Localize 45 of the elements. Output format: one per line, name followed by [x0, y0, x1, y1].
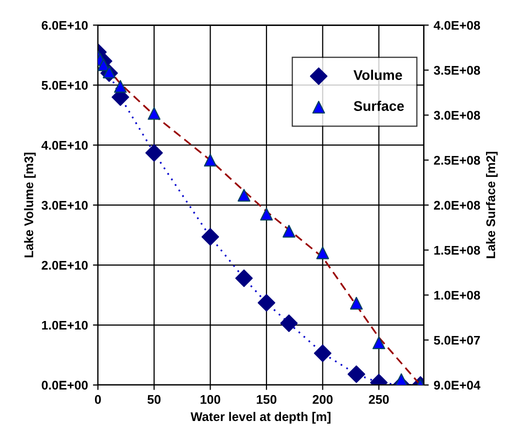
y-tick-label: 4.0E+10	[41, 140, 88, 150]
point	[204, 154, 217, 167]
x-tick-label: 150	[256, 395, 276, 404]
y2-tick-label: 1.0E+08	[434, 290, 480, 300]
y-axis-title: Lake Volume [m3]	[24, 152, 36, 258]
point	[394, 373, 408, 385]
point	[282, 224, 296, 238]
y-tick-label: 5.0E+10	[42, 80, 88, 90]
point	[316, 246, 330, 260]
point	[280, 314, 298, 332]
point	[350, 296, 363, 310]
y2-tick-label: 5.0E+07	[434, 336, 480, 345]
point	[314, 344, 332, 362]
y2-tick-label: 9.0E+04	[434, 380, 480, 390]
point	[348, 365, 366, 383]
y-tick-label: 6.0E+10	[42, 20, 88, 30]
x-axis-title: Water level at depth [m]	[190, 412, 330, 424]
y-tick-label: 3.0E+10	[42, 200, 88, 210]
y2-tick-label: 4.0E+08	[434, 20, 480, 30]
x-tick-label: 200	[312, 395, 333, 404]
point	[114, 80, 127, 93]
y-tick-label: 0.0E+00	[42, 380, 88, 390]
y2-tick-label: 2.0E+08	[434, 200, 480, 210]
point	[235, 269, 253, 288]
point	[202, 228, 220, 246]
x-tick-label: 0	[94, 395, 101, 404]
y2-tick-label: 3.0E+08	[434, 110, 480, 120]
x-tick-label: 100	[200, 395, 220, 404]
y2-tick-label: 3.5E+08	[434, 66, 480, 75]
x-tick-label: 250	[368, 395, 389, 404]
y2-axis-title: Lake Surface [m2]	[486, 152, 498, 258]
point	[98, 58, 110, 72]
point	[145, 144, 163, 162]
legend-label: Volume	[354, 70, 402, 80]
x-tick-label: 50	[148, 395, 161, 404]
y2-tick-label: 1.5E+08	[434, 246, 480, 255]
point	[148, 107, 160, 120]
y-tick-label: 1.0E+10	[42, 320, 88, 330]
legend-label: Surface	[354, 100, 404, 111]
point	[258, 294, 276, 312]
point	[260, 208, 273, 221]
point	[238, 188, 250, 202]
y-tick-label: 2.0E+10	[42, 260, 88, 270]
y2-tick-label: 2.5E+08	[434, 156, 480, 165]
point	[372, 336, 386, 350]
